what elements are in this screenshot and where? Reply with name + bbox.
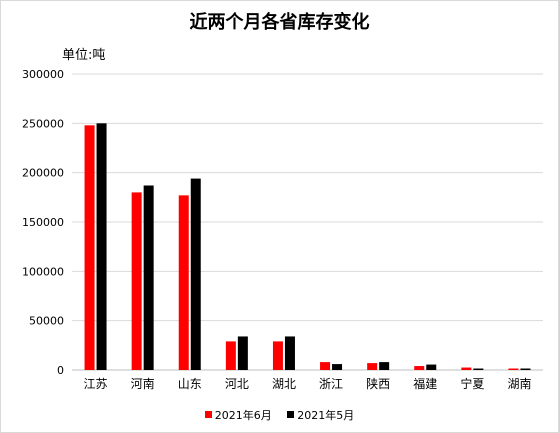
- bar-1-4: [284, 336, 295, 370]
- x-tick-label: 山东: [178, 377, 202, 391]
- bar-1-7: [426, 364, 437, 370]
- bar-0-9: [508, 368, 519, 370]
- bar-1-6: [379, 362, 390, 370]
- bar-0-3: [225, 341, 236, 370]
- bar-1-2: [190, 178, 201, 370]
- y-tick-label: 0: [57, 364, 64, 377]
- bar-1-9: [520, 368, 531, 370]
- legend-swatch-series-1: [287, 411, 295, 418]
- bar-0-5: [320, 362, 331, 370]
- legend-item-series-1: 2021年5月: [287, 407, 354, 423]
- bar-1-1: [143, 185, 154, 370]
- y-tick-label: 100000: [22, 265, 64, 278]
- x-tick-label: 河南: [131, 376, 155, 391]
- bar-0-2: [178, 195, 189, 370]
- y-tick-label: 300000: [22, 68, 64, 81]
- x-tick-label: 陕西: [366, 376, 390, 391]
- x-tick-label: 湖北: [272, 376, 296, 391]
- bar-1-8: [473, 368, 484, 370]
- bar-1-0: [96, 123, 107, 370]
- x-tick-label: 福建: [413, 376, 437, 391]
- x-tick-label: 江苏: [84, 377, 108, 391]
- bar-0-8: [461, 367, 472, 370]
- bar-0-1: [131, 192, 142, 370]
- x-tick-label: 湖南: [507, 376, 531, 391]
- legend: 2021年6月 2021年5月: [0, 407, 559, 423]
- chart-title: 近两个月各省库存变化: [189, 12, 370, 33]
- legend-item-series-0: 2021年6月: [204, 407, 272, 423]
- unit-label: 单位:吨: [62, 48, 106, 63]
- y-tick-label: 200000: [22, 167, 64, 180]
- bar-0-0: [84, 125, 95, 370]
- y-tick-label: 250000: [22, 117, 64, 130]
- legend-swatch-series-0: [204, 411, 212, 418]
- y-tick-label: 150000: [22, 216, 64, 229]
- bar-0-4: [272, 341, 283, 370]
- bar-0-6: [367, 363, 378, 370]
- bar-0-7: [414, 366, 425, 370]
- x-tick-label: 宁夏: [460, 376, 484, 391]
- y-tick-label: 50000: [29, 315, 64, 328]
- legend-label-series-1: 2021年5月: [297, 409, 355, 422]
- x-tick-label: 河北: [225, 377, 249, 391]
- x-tick-label: 浙江: [319, 377, 343, 391]
- legend-label-series-0: 2021年6月: [214, 409, 272, 422]
- bar-1-5: [332, 364, 343, 370]
- bar-1-3: [237, 336, 248, 370]
